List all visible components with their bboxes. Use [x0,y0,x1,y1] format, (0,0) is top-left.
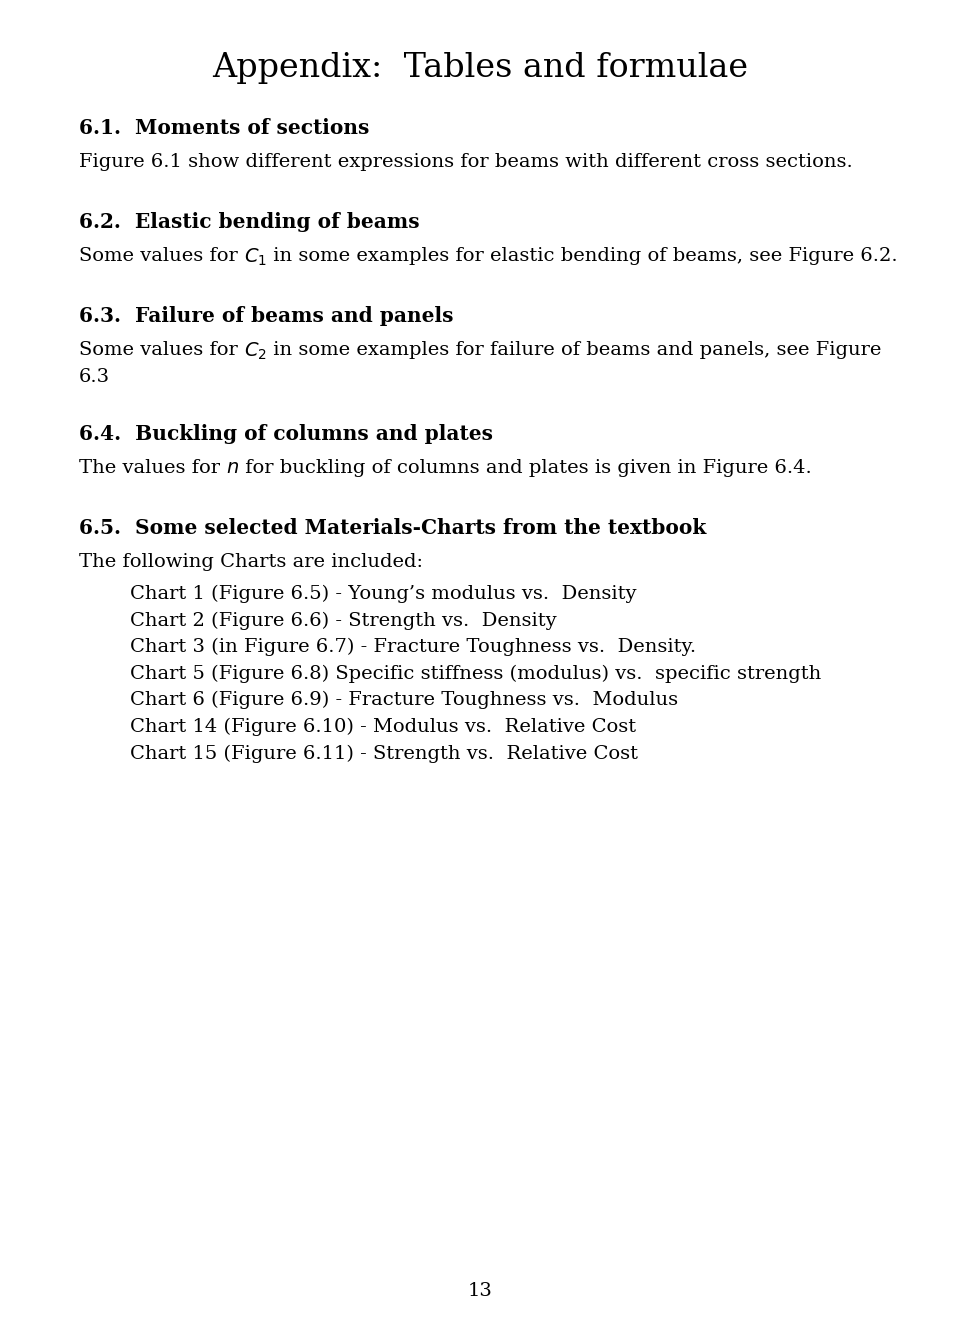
Text: Chart 3 (in Figure 6.7) - Fracture Toughness vs.  Density.: Chart 3 (in Figure 6.7) - Fracture Tough… [130,638,696,656]
Text: $C_1$: $C_1$ [244,246,267,269]
Text: 6.1.  Moments of sections: 6.1. Moments of sections [79,119,369,138]
Text: Chart 14 (Figure 6.10) - Modulus vs.  Relative Cost: Chart 14 (Figure 6.10) - Modulus vs. Rel… [130,718,636,737]
Text: Chart 5 (Figure 6.8) Specific stiffness (modulus) vs.  specific strength: Chart 5 (Figure 6.8) Specific stiffness … [130,666,821,683]
Text: Appendix:  Tables and formulae: Appendix: Tables and formulae [212,51,748,84]
Text: Chart 6 (Figure 6.9) - Fracture Toughness vs.  Modulus: Chart 6 (Figure 6.9) - Fracture Toughnes… [130,691,678,709]
Text: 6.3.  Failure of beams and panels: 6.3. Failure of beams and panels [79,306,453,326]
Text: Chart 15 (Figure 6.11) - Strength vs.  Relative Cost: Chart 15 (Figure 6.11) - Strength vs. Re… [130,745,637,763]
Text: 6.3: 6.3 [79,368,109,386]
Text: 6.5.  Some selected Materials-Charts from the textbook: 6.5. Some selected Materials-Charts from… [79,518,706,538]
Text: Chart 1 (Figure 6.5) - Young’s modulus vs.  Density: Chart 1 (Figure 6.5) - Young’s modulus v… [130,585,636,604]
Text: Figure 6.1 show different expressions for beams with different cross sections.: Figure 6.1 show different expressions fo… [79,153,852,171]
Text: Some values for: Some values for [79,341,244,358]
Text: in some examples for elastic bending of beams, see Figure 6.2.: in some examples for elastic bending of … [267,246,898,265]
Text: Some values for: Some values for [79,246,244,265]
Text: 13: 13 [468,1282,492,1300]
Text: 6.4.  Buckling of columns and plates: 6.4. Buckling of columns and plates [79,424,492,444]
Text: $C_2$: $C_2$ [244,341,267,362]
Text: for buckling of columns and plates is given in Figure 6.4.: for buckling of columns and plates is gi… [239,459,812,477]
Text: 6.2.  Elastic bending of beams: 6.2. Elastic bending of beams [79,212,420,232]
Text: $n$: $n$ [226,459,239,477]
Text: The values for: The values for [79,459,226,477]
Text: Chart 2 (Figure 6.6) - Strength vs.  Density: Chart 2 (Figure 6.6) - Strength vs. Dens… [130,612,556,630]
Text: The following Charts are included:: The following Charts are included: [79,554,422,571]
Text: in some examples for failure of beams and panels, see Figure: in some examples for failure of beams an… [267,341,881,358]
